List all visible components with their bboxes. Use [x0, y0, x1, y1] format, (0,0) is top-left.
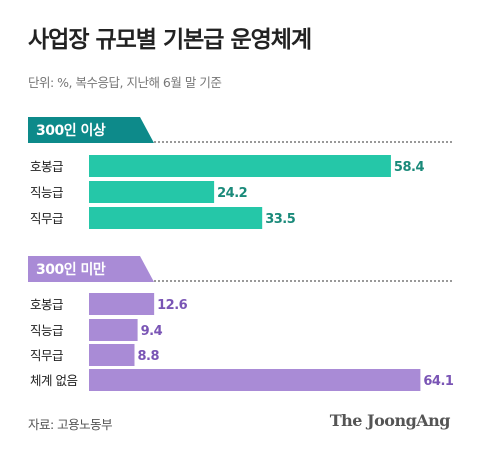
category-label: 직능급 [30, 185, 63, 200]
group-header-tab-1 [28, 256, 154, 282]
value-label: 33.5 [265, 212, 296, 227]
value-label: 58.4 [394, 160, 425, 175]
bar [89, 319, 138, 341]
category-label: 호봉급 [30, 159, 63, 174]
bar [89, 344, 135, 366]
category-label: 호봉급 [30, 297, 63, 312]
category-label: 직능급 [30, 323, 63, 338]
bar [89, 369, 421, 391]
category-label: 직무급 [30, 211, 63, 226]
group-header-label-0: 300인 이상 [36, 122, 106, 139]
category-label: 직무급 [30, 348, 63, 363]
bar [89, 207, 263, 229]
value-label: 64.1 [423, 374, 454, 389]
bar [89, 293, 155, 315]
bar [89, 181, 215, 203]
page-title: 사업장 규모별 기본급 운영체계 [28, 27, 312, 53]
value-label: 8.8 [137, 349, 159, 364]
category-label: 체계 없음 [30, 373, 77, 388]
group-header-label-1: 300인 미만 [36, 261, 106, 278]
value-label: 9.4 [141, 324, 163, 339]
source-note: 자료: 고용노동부 [28, 417, 113, 432]
group-header-tab-0 [28, 117, 154, 143]
chart-subtitle: 단위: %, 복수응답, 지난해 6월 말 기준 [28, 75, 222, 90]
value-label: 12.6 [157, 298, 188, 313]
brand-logo: The JoongAng [329, 411, 451, 430]
value-label: 24.2 [217, 186, 247, 201]
bar [89, 155, 391, 177]
